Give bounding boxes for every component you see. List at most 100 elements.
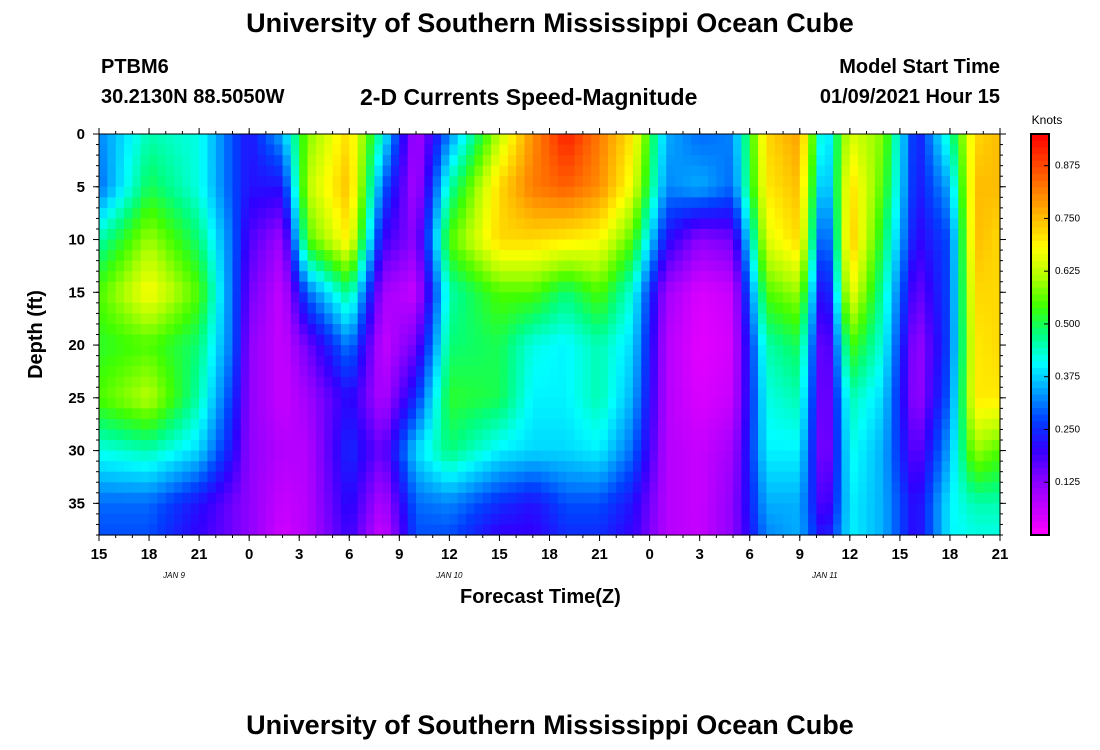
heatmap-cell (365, 271, 375, 283)
heatmap-cell (290, 165, 300, 177)
heatmap-cell (290, 302, 300, 314)
heatmap-cell (933, 228, 943, 241)
heatmap-cell (324, 271, 334, 283)
heatmap-cell (99, 313, 108, 325)
heatmap-cell (966, 334, 976, 346)
heatmap-cell (382, 250, 392, 262)
heatmap-cell (307, 302, 317, 314)
heatmap-cell (991, 429, 1001, 441)
heatmap-cell (174, 250, 184, 262)
heatmap-cell (783, 176, 793, 188)
heatmap-cell (299, 281, 309, 293)
heatmap-cell (499, 450, 509, 462)
heatmap-cell (699, 176, 709, 188)
x-tick-label: 18 (141, 546, 158, 563)
heatmap-cell (399, 334, 409, 346)
heatmap-cell (816, 429, 826, 441)
heatmap-cell (99, 302, 108, 314)
heatmap-cell (649, 292, 659, 304)
heatmap-cell (682, 503, 692, 515)
colorbar-swatch (1031, 147, 1049, 155)
heatmap-cell (708, 323, 717, 336)
heatmap-cell (557, 239, 567, 251)
heatmap-cell (466, 218, 476, 230)
heatmap-cell (858, 429, 868, 441)
heatmap-cell (265, 376, 275, 388)
heatmap-cell (974, 323, 984, 336)
heatmap-cell (265, 271, 275, 283)
heatmap-cell (916, 165, 926, 177)
heatmap-cell (240, 461, 250, 473)
heatmap-cell (332, 239, 342, 251)
heatmap-cell (432, 397, 442, 409)
heatmap-cell (140, 186, 150, 198)
heatmap-cell (282, 313, 292, 325)
heatmap-cell (199, 397, 209, 409)
heatmap-cell (749, 144, 759, 156)
heatmap-cell (657, 450, 667, 462)
heatmap-cell (607, 260, 617, 272)
heatmap-cell (991, 313, 1001, 325)
heatmap-cell (416, 134, 425, 146)
heatmap-cell (983, 366, 993, 378)
heatmap-cell (983, 144, 993, 156)
heatmap-cell (274, 228, 284, 241)
heatmap-cell (674, 418, 684, 431)
heatmap-cell (799, 165, 809, 177)
heatmap-cell (682, 397, 692, 409)
heatmap-cell (824, 250, 834, 262)
heatmap-cell (966, 260, 976, 272)
heatmap-cell (174, 239, 184, 251)
heatmap-cell (382, 482, 392, 494)
heatmap-cell (474, 366, 484, 378)
heatmap-cell (240, 513, 250, 526)
heatmap-cell (499, 260, 509, 272)
heatmap-cell (991, 250, 1001, 262)
heatmap-cell (808, 302, 818, 314)
heatmap-cell (332, 197, 342, 209)
heatmap-cell (282, 292, 292, 304)
heatmap-cell (974, 376, 984, 388)
heatmap-cell (808, 440, 818, 452)
heatmap-cell (315, 271, 325, 283)
heatmap-cell (824, 197, 834, 209)
heatmap-cell (833, 334, 843, 346)
heatmap-cell (599, 176, 609, 188)
heatmap-cell (315, 366, 325, 378)
heatmap-cell (557, 429, 567, 441)
heatmap-cell (249, 418, 259, 431)
heatmap-cell (290, 144, 300, 156)
heatmap-cell (824, 366, 834, 378)
heatmap-cell (157, 461, 167, 473)
heatmap-cell (816, 408, 826, 420)
heatmap-cell (949, 471, 959, 483)
heatmap-cell (240, 250, 250, 262)
heatmap-cell (699, 250, 709, 262)
heatmap-cell (666, 482, 676, 494)
heatmap-cell (174, 345, 184, 357)
colorbar-tick-label: 0.375 (1055, 372, 1080, 383)
heatmap-cell (115, 302, 125, 314)
heatmap-cell (374, 155, 384, 167)
heatmap-cell (315, 218, 325, 230)
heatmap-cell (499, 418, 509, 431)
heatmap-cell (799, 218, 809, 230)
heatmap-cell (390, 186, 400, 198)
heatmap-cell (708, 429, 717, 441)
heatmap-cell (933, 334, 943, 346)
heatmap-cell (182, 450, 192, 462)
heatmap-cell (516, 176, 526, 188)
heatmap-cell (357, 397, 367, 409)
heatmap-cell (416, 313, 425, 325)
heatmap-cell (849, 524, 859, 536)
heatmap-cell (941, 197, 951, 209)
heatmap-cell (783, 260, 793, 272)
heatmap-cell (466, 302, 476, 314)
heatmap-cell (124, 228, 133, 241)
heatmap-cell (182, 155, 192, 167)
heatmap-cell (666, 207, 676, 220)
heatmap-cell (607, 313, 617, 325)
heatmap-cell (724, 302, 734, 314)
heatmap-cell (941, 408, 951, 420)
heatmap-cell (524, 397, 534, 409)
